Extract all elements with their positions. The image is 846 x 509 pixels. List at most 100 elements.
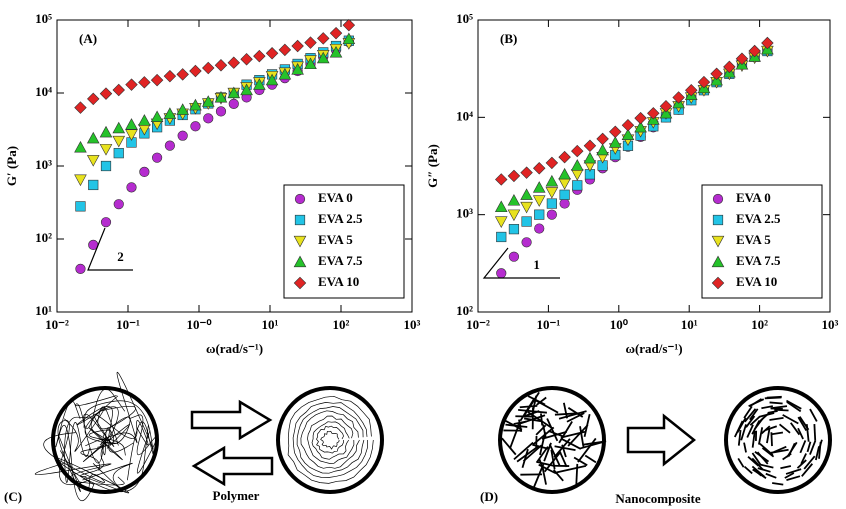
particle [814, 446, 820, 461]
slope-guide [482, 247, 560, 279]
point [507, 194, 521, 206]
panel-label: (A) [79, 31, 97, 46]
y-tick-label: 10³ [456, 206, 473, 221]
x-tick-label: 10¹ [681, 317, 698, 332]
point [240, 83, 253, 96]
point [507, 169, 521, 183]
particle [567, 424, 589, 447]
x-tick-label: 10² [751, 317, 768, 332]
particle [552, 469, 564, 482]
particle [818, 441, 822, 459]
point [291, 39, 304, 53]
particle [764, 396, 782, 400]
point [177, 130, 188, 141]
point [329, 45, 343, 58]
particle [751, 457, 764, 471]
legend-label: EVA 0 [736, 190, 771, 205]
particle [561, 438, 582, 450]
point [659, 100, 673, 113]
particle [540, 413, 544, 426]
x-tick-label: 10⁻² [466, 317, 490, 332]
point [126, 182, 137, 193]
chain [64, 416, 93, 483]
particle [509, 424, 520, 449]
point [150, 73, 164, 87]
particle [501, 437, 517, 456]
particle [518, 408, 547, 414]
particle [758, 412, 775, 418]
point [521, 216, 532, 227]
particle [760, 425, 771, 435]
y-tick-label: 10⁵ [35, 11, 52, 26]
chain [296, 406, 365, 474]
y-axis-label: G″ (Pa) [425, 144, 440, 188]
point [558, 167, 571, 180]
particle [765, 425, 778, 431]
particle [809, 440, 817, 455]
point [317, 32, 330, 45]
particle [797, 416, 808, 432]
legend-label: EVA 10 [318, 274, 359, 289]
chain [102, 416, 131, 445]
particle [749, 408, 759, 421]
point [342, 18, 356, 32]
caption: Polymer [213, 488, 260, 503]
point [176, 68, 189, 81]
particle [566, 412, 585, 423]
point [596, 132, 609, 146]
particle [558, 421, 573, 444]
point [265, 47, 279, 60]
y-tick-label: 10³ [35, 157, 52, 172]
point [508, 251, 520, 262]
point [545, 156, 559, 170]
arrow-right [626, 413, 697, 467]
point [293, 235, 307, 248]
point [265, 73, 279, 86]
particle [542, 424, 547, 439]
particle [745, 415, 756, 428]
point [150, 110, 164, 123]
point [532, 181, 546, 193]
point [609, 125, 622, 139]
point [291, 63, 304, 75]
point [495, 173, 508, 186]
point [164, 140, 175, 151]
point [138, 76, 151, 89]
point [496, 231, 507, 243]
point [293, 276, 307, 290]
chart: 10⁻² 10⁻¹ 10⁰ 10¹ 10² 10³ 10² 10³ 10⁴ 10⁵ ω(rad/s⁻… [425, 11, 839, 356]
point [100, 160, 112, 172]
point [723, 60, 736, 74]
particle [761, 405, 774, 410]
point [534, 223, 545, 234]
point [583, 139, 597, 153]
x-tick-label: 10⁻¹ [116, 317, 140, 332]
chain [63, 406, 108, 452]
particle [541, 467, 547, 485]
particle [801, 463, 813, 477]
particle [582, 440, 607, 446]
particle [584, 454, 597, 464]
point [496, 268, 507, 279]
point [202, 61, 215, 75]
polymer-aligned-circle [276, 386, 384, 494]
schematics [34, 371, 832, 501]
particle [744, 408, 757, 423]
plot-frame [477, 19, 831, 313]
arrow-right [190, 399, 273, 441]
point [329, 26, 343, 40]
point [214, 59, 228, 72]
point [87, 92, 100, 106]
y-tick-label: 10⁴ [456, 108, 473, 123]
point [520, 188, 533, 200]
chain [34, 462, 125, 486]
slope-label: 2 [117, 249, 124, 264]
point [494, 200, 508, 213]
particle [770, 448, 789, 454]
chain [316, 425, 344, 454]
chain [307, 415, 355, 464]
chain [55, 400, 95, 501]
y-tick-label: 10¹ [35, 303, 52, 318]
particle [546, 418, 559, 442]
